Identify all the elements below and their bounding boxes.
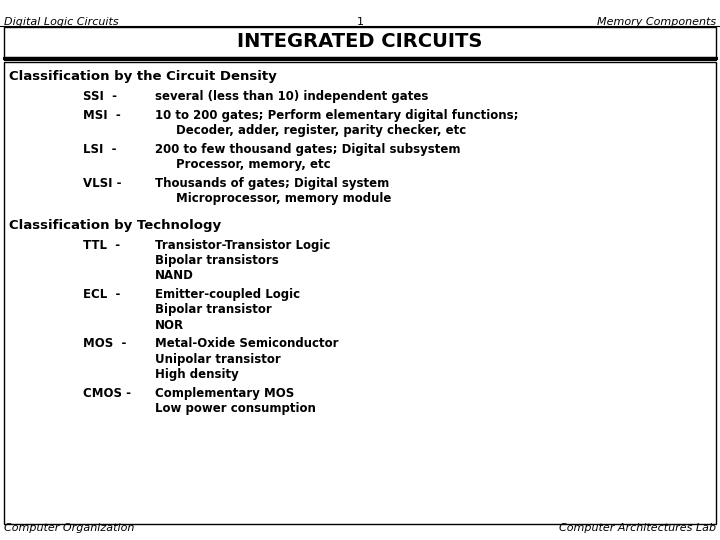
Text: several (less than 10) independent gates: several (less than 10) independent gates (155, 90, 428, 103)
FancyBboxPatch shape (4, 27, 716, 57)
Text: Microprocessor, memory module: Microprocessor, memory module (176, 192, 392, 205)
Text: VLSI -: VLSI - (83, 177, 121, 190)
Text: Processor, memory, etc: Processor, memory, etc (176, 158, 331, 171)
Text: MSI  -: MSI - (83, 109, 120, 122)
Text: 200 to few thousand gates; Digital subsystem: 200 to few thousand gates; Digital subsy… (155, 143, 460, 156)
Text: Classification by Technology: Classification by Technology (9, 219, 221, 232)
Text: Digital Logic Circuits: Digital Logic Circuits (4, 17, 119, 28)
Text: CMOS -: CMOS - (83, 387, 131, 400)
Text: Decoder, adder, register, parity checker, etc: Decoder, adder, register, parity checker… (176, 124, 467, 137)
Text: Bipolar transistors: Bipolar transistors (155, 254, 279, 267)
Text: ECL  -: ECL - (83, 288, 120, 301)
Text: 1: 1 (356, 17, 364, 28)
Text: Computer Architectures Lab: Computer Architectures Lab (559, 523, 716, 533)
Text: MOS  -: MOS - (83, 338, 126, 350)
Text: TTL  -: TTL - (83, 239, 120, 252)
Text: 10 to 200 gates; Perform elementary digital functions;: 10 to 200 gates; Perform elementary digi… (155, 109, 518, 122)
Text: SSI  -: SSI - (83, 90, 117, 103)
Text: Complementary MOS: Complementary MOS (155, 387, 294, 400)
FancyBboxPatch shape (4, 62, 716, 524)
Text: LSI  -: LSI - (83, 143, 117, 156)
Text: Computer Organization: Computer Organization (4, 523, 135, 533)
Text: INTEGRATED CIRCUITS: INTEGRATED CIRCUITS (238, 32, 482, 51)
Text: Low power consumption: Low power consumption (155, 402, 315, 415)
Text: High density: High density (155, 368, 238, 381)
Text: NAND: NAND (155, 269, 194, 282)
Text: Memory Components: Memory Components (597, 17, 716, 28)
Text: Transistor-Transistor Logic: Transistor-Transistor Logic (155, 239, 330, 252)
Text: Unipolar transistor: Unipolar transistor (155, 353, 281, 366)
Text: Bipolar transistor: Bipolar transistor (155, 303, 271, 316)
Text: Metal-Oxide Semiconductor: Metal-Oxide Semiconductor (155, 338, 338, 350)
Text: Emitter-coupled Logic: Emitter-coupled Logic (155, 288, 300, 301)
Text: Thousands of gates; Digital system: Thousands of gates; Digital system (155, 177, 389, 190)
Text: NOR: NOR (155, 319, 184, 332)
Text: Classification by the Circuit Density: Classification by the Circuit Density (9, 70, 276, 83)
